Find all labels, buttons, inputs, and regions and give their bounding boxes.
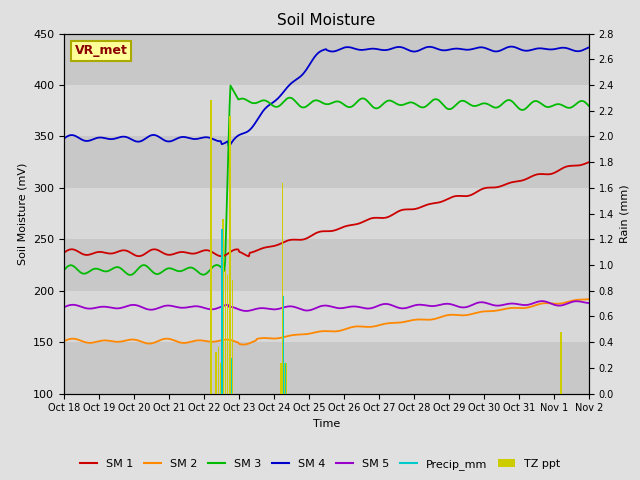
Bar (225, 270, 227, 394)
Bar (218, 348, 220, 394)
Bar (232, 280, 234, 394)
Text: VR_met: VR_met (74, 44, 127, 58)
X-axis label: Time: Time (313, 419, 340, 429)
Bar (285, 363, 287, 394)
Bar (64, 34, 589, 85)
Bar (64, 291, 589, 342)
Legend: SM 1, SM 2, SM 3, SM 4, SM 5, Precip_mm, TZ ppt: SM 1, SM 2, SM 3, SM 4, SM 5, Precip_mm,… (76, 455, 564, 474)
Bar (221, 229, 223, 394)
Bar (230, 358, 232, 394)
Bar (285, 363, 286, 394)
Bar (560, 332, 561, 394)
Y-axis label: Soil Moisture (mV): Soil Moisture (mV) (17, 162, 28, 265)
Bar (230, 116, 231, 394)
Bar (220, 363, 221, 394)
Title: Soil Moisture: Soil Moisture (277, 13, 376, 28)
Bar (211, 100, 212, 394)
Bar (64, 342, 589, 394)
Bar (216, 352, 217, 394)
Bar (223, 219, 224, 394)
Bar (227, 276, 228, 394)
Y-axis label: Rain (mm): Rain (mm) (620, 184, 630, 243)
Bar (64, 85, 589, 136)
Bar (283, 296, 284, 394)
Bar (64, 188, 589, 240)
Bar (64, 136, 589, 188)
Bar (284, 363, 285, 394)
Bar (280, 363, 282, 394)
Bar (282, 183, 284, 394)
Bar (64, 240, 589, 291)
